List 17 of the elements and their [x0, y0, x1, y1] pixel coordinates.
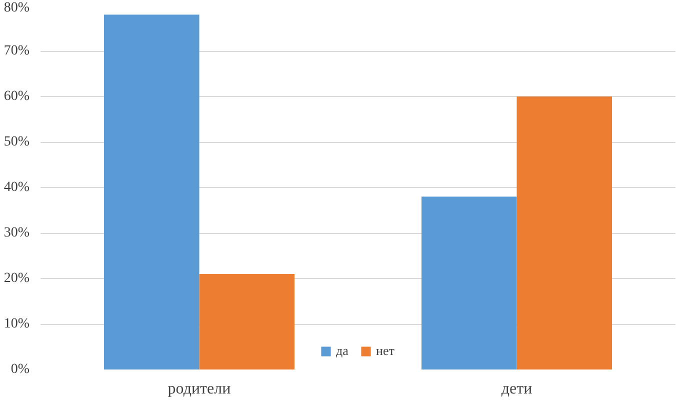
y-tick-label: 50% [4, 134, 30, 150]
y-tick-label: 70% [4, 44, 30, 58]
y-tick-label: 0% [10, 362, 30, 377]
legend-label: нет [376, 343, 396, 359]
bar [516, 96, 612, 370]
x-tick-label: родители [168, 380, 232, 398]
bar [104, 14, 200, 370]
bar [199, 274, 294, 370]
bar [422, 196, 517, 370]
x-tick-label: дети [501, 380, 533, 398]
y-tick-label: 80% [4, 0, 30, 16]
y-tick-label: 10% [4, 316, 30, 332]
y-tick-label: 30% [4, 226, 30, 240]
y-tick-label: 60% [4, 89, 30, 104]
y-tick-label: 40% [4, 180, 30, 195]
legend-label: да [336, 343, 350, 359]
y-tick-label: 20% [4, 271, 30, 286]
